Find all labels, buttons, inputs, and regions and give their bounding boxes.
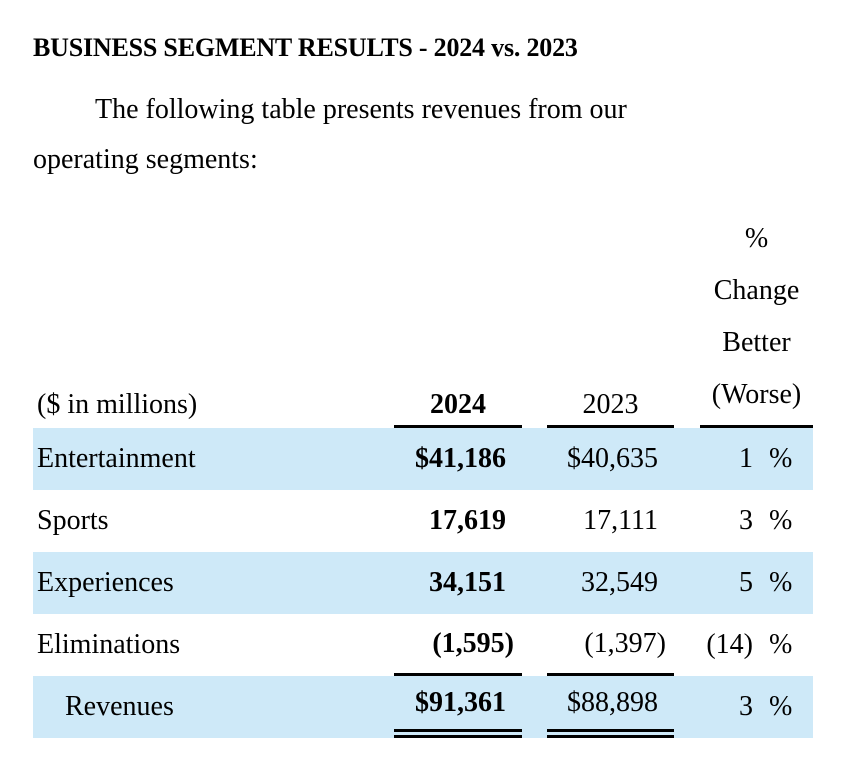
row-label: Experiences (37, 567, 174, 598)
row-label: Revenues (65, 691, 174, 722)
pct-header-line-4: (Worse) (711, 379, 802, 410)
column-gap (522, 428, 547, 490)
document-page: BUSINESS SEGMENT RESULTS - 2024 vs. 2023… (33, 33, 813, 738)
column-gap (674, 490, 700, 552)
value-2023: $88,898 (547, 676, 674, 738)
row-label: Entertainment (37, 443, 196, 474)
column-gap (522, 614, 547, 676)
value-2024: 34,151 (429, 567, 506, 598)
pct-value: 3 (739, 505, 753, 536)
pct-header-line-2: Change (713, 275, 800, 306)
column-gap (674, 213, 700, 428)
section-title: BUSINESS SEGMENT RESULTS - 2024 vs. 2023 (33, 33, 578, 62)
column-header-pct-change: % Change Better (Worse) (700, 213, 813, 428)
column-gap (522, 213, 547, 428)
table-row-eliminations: Eliminations (1,595) (1,397) (14)% (33, 614, 813, 676)
pct-value: 3 (739, 691, 753, 722)
pct-header-line-3: Better (722, 327, 791, 358)
value-2024: 17,619 (429, 505, 506, 536)
segment-revenue-table: ($ in millions) 2024 2023 % Change Bette… (33, 213, 813, 738)
column-gap (674, 552, 700, 614)
percent-sign: % (769, 505, 793, 536)
pct-header-line-1: % (744, 223, 769, 254)
column-gap (674, 428, 700, 490)
value-pct-change: (14)% (700, 614, 813, 676)
column-gap (674, 614, 700, 676)
value-pct-change: 1% (700, 428, 813, 490)
value-2024: (1,595) (394, 614, 522, 676)
value-pct-change: 3% (700, 490, 813, 552)
row-label: Eliminations (37, 629, 181, 660)
percent-sign: % (769, 691, 793, 722)
intro-paragraph: The following table presents revenues fr… (33, 94, 627, 175)
value-2023: (1,397) (547, 614, 674, 676)
column-gap (522, 552, 547, 614)
pct-value: (14) (706, 629, 753, 660)
table-header-row: ($ in millions) 2024 2023 % Change Bette… (33, 213, 813, 428)
value-pct-change: 3% (700, 676, 813, 738)
column-header-2024: 2024 (394, 213, 522, 428)
pct-value: 5 (739, 567, 753, 598)
table-row-revenues-total: Revenues $91,361 $88,898 3% (33, 676, 813, 738)
negative-value: (1,595) (432, 627, 514, 659)
column-gap (674, 676, 700, 738)
column-gap (522, 490, 547, 552)
percent-sign: % (769, 443, 793, 474)
percent-sign: % (769, 629, 793, 660)
table-row-entertainment: Entertainment $41,186 $40,635 1% (33, 428, 813, 490)
value-2024: $41,186 (415, 443, 506, 474)
table-row-experiences: Experiences 34,151 32,549 5% (33, 552, 813, 614)
value-2023: $40,635 (567, 443, 658, 474)
value-2023: 17,111 (583, 505, 658, 536)
table-row-sports: Sports 17,619 17,111 3% (33, 490, 813, 552)
negative-value: (1,397) (584, 627, 666, 659)
pct-value: 1 (739, 443, 753, 474)
value-2024: $91,361 (394, 676, 522, 738)
column-header-2023: 2023 (547, 213, 674, 428)
unit-label: ($ in millions) (37, 389, 198, 420)
row-label: Sports (37, 505, 109, 536)
value-2023: 32,549 (581, 567, 658, 598)
column-gap (522, 676, 547, 738)
percent-sign: % (769, 567, 793, 598)
value-pct-change: 5% (700, 552, 813, 614)
